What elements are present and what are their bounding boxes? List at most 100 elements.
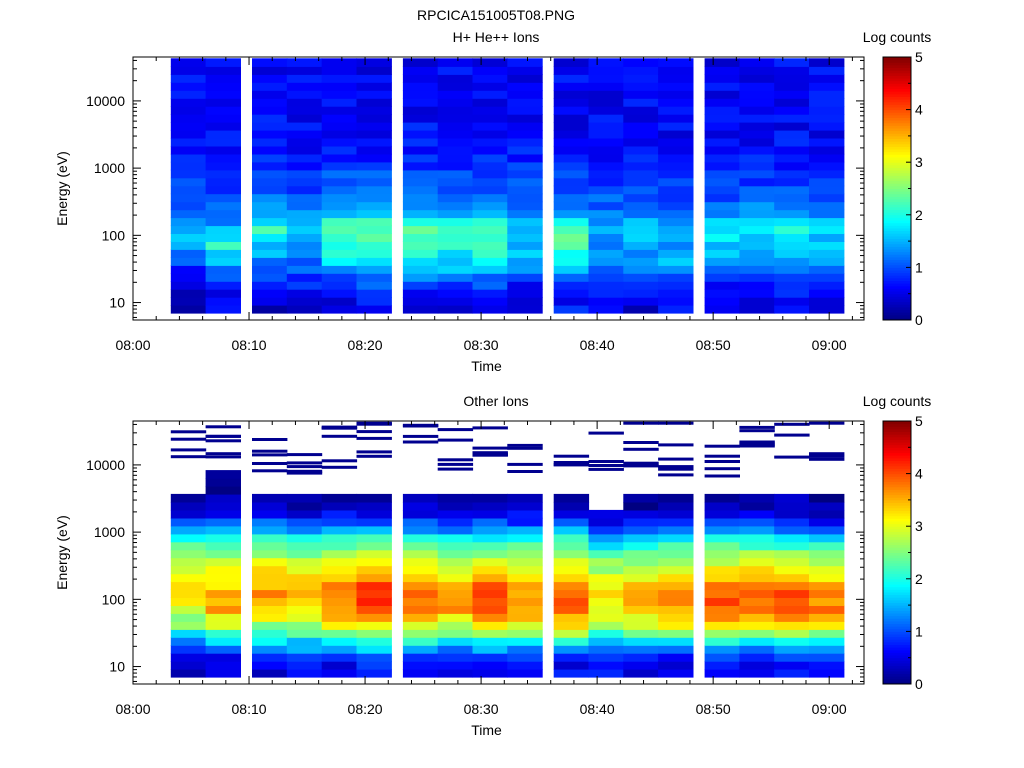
colorbar-segment	[883, 584, 911, 588]
heatmap-cell	[252, 241, 288, 250]
heatmap-cell	[507, 74, 543, 83]
heatmap-cell	[774, 645, 810, 654]
heatmap-cell	[402, 541, 439, 551]
heatmap-cell	[739, 613, 775, 622]
heatmap-cell	[321, 129, 358, 139]
colorbar-segment	[883, 317, 911, 321]
colorbar-segment	[883, 426, 911, 430]
heatmap-cell	[437, 533, 474, 543]
heatmap-cell	[252, 493, 288, 503]
heatmap-cell	[321, 613, 358, 622]
heatmap-cell	[170, 145, 207, 155]
heatmap-cell	[286, 249, 323, 258]
heatmap-cell	[356, 573, 392, 583]
heatmap-cell	[205, 58, 241, 67]
heatmap-cell	[205, 265, 241, 274]
heatmap-cell	[170, 257, 207, 266]
heatmap-cell	[205, 129, 241, 139]
heatmap-cell	[321, 573, 358, 583]
heatmap-cell	[170, 525, 207, 535]
heatmap-cell	[704, 493, 740, 503]
heatmap-cell	[588, 114, 624, 123]
colorbar-segment	[883, 83, 911, 87]
heatmap-cell	[623, 621, 659, 630]
heatmap-cell	[205, 629, 241, 638]
sparse-count-mark	[402, 423, 439, 427]
colorbar-segment	[883, 293, 911, 297]
heatmap-cell	[553, 185, 590, 195]
heatmap-cell	[252, 90, 288, 99]
colorbar-segment	[883, 570, 911, 575]
colorbar-segment	[883, 246, 911, 250]
sparse-count-mark	[402, 440, 439, 444]
heatmap-cell	[739, 581, 775, 591]
sparse-count-mark	[507, 443, 543, 447]
colorbar-segment	[883, 678, 911, 682]
heatmap-cell	[472, 153, 508, 163]
heatmap-cell	[286, 201, 323, 211]
colorbar-segment	[883, 513, 911, 517]
heatmap-cell	[402, 129, 439, 139]
heatmap-cell	[356, 661, 392, 670]
heatmap-cell	[286, 145, 323, 155]
sparse-count-mark	[437, 458, 474, 462]
heatmap-cell	[658, 509, 694, 519]
heatmap-cell	[507, 661, 543, 670]
heatmap-cell	[623, 533, 659, 543]
heatmap-cell	[205, 122, 241, 131]
colorbar-tick-label: 2	[915, 207, 923, 223]
heatmap-cell	[739, 645, 775, 654]
x-tick-label: 08:10	[232, 701, 267, 717]
heatmap-cell	[704, 509, 740, 519]
heatmap-cell	[588, 581, 624, 591]
heatmap-cell	[623, 185, 659, 195]
heatmap-cell	[402, 209, 439, 219]
sparse-count-mark	[658, 465, 694, 469]
heatmap-cell	[507, 581, 543, 591]
heatmap-cell	[205, 637, 241, 646]
colorbar-segment	[883, 463, 911, 467]
heatmap-cell	[286, 597, 323, 606]
heatmap-cell	[739, 122, 775, 131]
heatmap-cell	[507, 145, 543, 155]
heatmap-cell	[809, 289, 845, 298]
colorbar-segment	[883, 470, 911, 475]
heatmap-cell	[774, 281, 810, 290]
heatmap-cell	[402, 613, 439, 622]
heatmap-cell	[205, 273, 241, 282]
heatmap-cell	[623, 281, 659, 290]
heatmap-cell	[588, 509, 624, 519]
heatmap-cell	[437, 501, 474, 511]
colorbar-segment	[883, 154, 911, 158]
heatmap-cell	[739, 145, 775, 155]
heatmap-cell	[809, 66, 845, 75]
y-tick-label: 10	[109, 295, 125, 311]
sparse-count-mark	[658, 421, 694, 425]
heatmap-cell	[588, 169, 624, 179]
heatmap-cell	[321, 509, 358, 519]
heatmap-cell	[588, 597, 624, 606]
heatmap-cell	[774, 589, 810, 598]
heatmap-cell	[704, 637, 740, 646]
heatmap-cell	[809, 74, 845, 83]
sparse-count-mark	[704, 444, 740, 448]
heatmap-cell	[252, 265, 288, 274]
heatmap-cell	[356, 217, 392, 227]
heatmap-cell	[402, 661, 439, 670]
heatmap-cell	[402, 193, 439, 203]
heatmap-cell	[553, 209, 590, 219]
heatmap-cell	[774, 597, 810, 606]
heatmap-cell	[658, 281, 694, 290]
heatmap-cell	[472, 233, 508, 242]
heatmap-cell	[704, 249, 740, 258]
heatmap-cell	[472, 257, 508, 266]
heatmap-cell	[170, 613, 207, 622]
heatmap-cell	[437, 265, 474, 274]
heatmap-cell	[286, 241, 323, 250]
heatmap-cell	[704, 589, 740, 598]
colorbar-tick-label: 0	[915, 312, 923, 328]
heatmap-cell	[774, 257, 810, 266]
heatmap-cell	[170, 74, 207, 83]
colorbar-segment	[883, 251, 911, 255]
heatmap-cell	[356, 621, 392, 630]
